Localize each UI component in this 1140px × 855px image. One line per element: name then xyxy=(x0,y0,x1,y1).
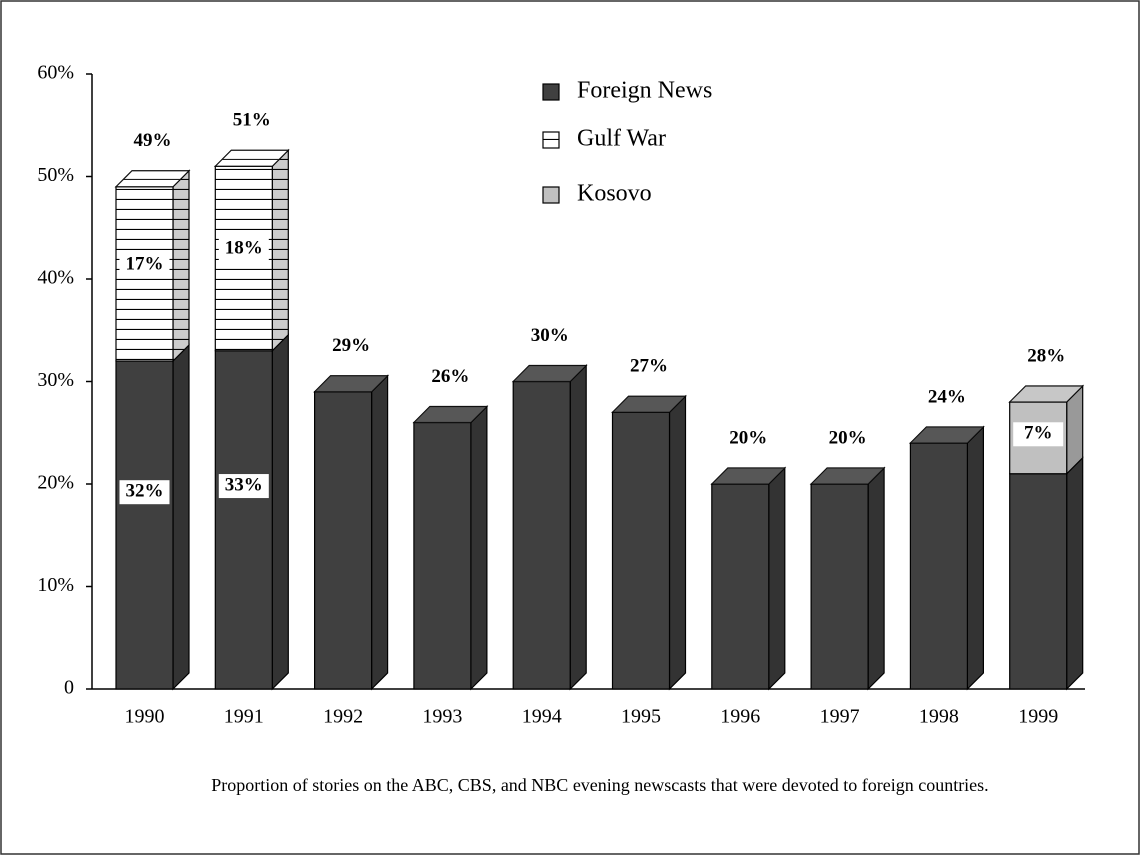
bar-top-shade xyxy=(215,150,289,167)
bar-top xyxy=(611,395,687,413)
bar-side-shade xyxy=(868,468,885,689)
y-tick-label: 60% xyxy=(37,62,74,84)
y-tick-label: 40% xyxy=(37,267,74,289)
bar-top xyxy=(710,467,787,485)
bar xyxy=(909,442,969,690)
legend-label: Kosovo xyxy=(577,181,652,207)
total-label: 20% xyxy=(729,427,767,448)
legend-label: Gulf War xyxy=(577,126,666,152)
bar-top-shade xyxy=(413,406,487,423)
bar-top xyxy=(908,426,985,444)
y-tick-label: 50% xyxy=(37,164,74,186)
total-label: 29% xyxy=(332,335,370,356)
x-tick-label: 1995 xyxy=(621,706,661,728)
label-box xyxy=(119,253,170,278)
data-label: 18% xyxy=(225,238,263,259)
bar-side-shade xyxy=(173,345,189,689)
bar-top xyxy=(114,170,191,188)
y-tick-label: 20% xyxy=(37,472,74,494)
y-tick-label: 0 xyxy=(64,677,74,699)
total-label: 20% xyxy=(829,427,867,448)
bar-side-shade xyxy=(1066,386,1083,474)
label-box xyxy=(1013,422,1064,447)
x-tick-label: 1997 xyxy=(820,706,860,728)
bar xyxy=(810,483,869,690)
bar-top-shade xyxy=(116,170,189,187)
bar-side-shade xyxy=(173,170,189,361)
bar-top-shade xyxy=(910,427,984,443)
x-tick-label: 1990 xyxy=(125,706,165,728)
x-tick-label: 1996 xyxy=(720,706,760,728)
total-label: 30% xyxy=(531,325,569,346)
data-label: 32% xyxy=(126,481,164,502)
bar xyxy=(115,360,174,690)
data-label: 33% xyxy=(225,474,263,495)
bar xyxy=(711,483,770,690)
bar-side-shade xyxy=(967,427,984,689)
bar-side-shade xyxy=(570,365,587,689)
total-label: 24% xyxy=(928,386,966,407)
bar-side-shade xyxy=(470,406,487,689)
bar-top xyxy=(213,149,290,167)
label-box xyxy=(218,474,269,499)
bar-side-shade xyxy=(272,150,289,351)
data-label: 17% xyxy=(126,254,164,275)
bar-side-shade xyxy=(768,468,785,689)
bar-side-shade xyxy=(371,375,388,689)
bar-top xyxy=(412,405,489,424)
legend-swatch xyxy=(542,83,560,101)
legend-label: Foreign News xyxy=(577,78,712,104)
bar xyxy=(413,421,472,690)
caption: Proportion of stories on the ABC, CBS, a… xyxy=(211,775,988,795)
bar-side-shade xyxy=(1066,457,1083,689)
total-label: 27% xyxy=(630,356,668,377)
bar xyxy=(611,411,671,690)
x-tick-label: 1992 xyxy=(323,706,363,728)
bar-top-shade xyxy=(612,396,686,413)
legend-swatch xyxy=(542,131,560,149)
data-label: 7% xyxy=(1024,423,1053,444)
x-tick-label: 1998 xyxy=(919,706,959,728)
x-tick-label: 1994 xyxy=(522,706,562,728)
bar-top xyxy=(1008,385,1085,403)
x-tick-label: 1999 xyxy=(1018,706,1058,728)
bar-top-shade xyxy=(811,468,885,484)
bar xyxy=(314,391,373,690)
bar-side-shade xyxy=(669,396,686,689)
total-label: 51% xyxy=(233,110,271,131)
bar-top xyxy=(809,467,886,485)
bar xyxy=(1009,473,1068,690)
total-label: 28% xyxy=(1027,345,1065,366)
legend-swatch xyxy=(542,186,560,204)
x-tick-label: 1993 xyxy=(422,706,462,728)
bar xyxy=(214,350,273,690)
bar-top-shade xyxy=(314,375,388,392)
total-label: 49% xyxy=(134,130,172,151)
label-box xyxy=(218,237,269,262)
x-tick-label: 1991 xyxy=(224,706,264,728)
label-box xyxy=(119,480,170,505)
bar-top-shade xyxy=(711,468,785,484)
bar-side-shade xyxy=(272,334,289,689)
total-label: 26% xyxy=(431,366,469,387)
bar xyxy=(512,380,571,690)
y-tick-label: 10% xyxy=(37,574,74,596)
y-tick-label: 30% xyxy=(37,369,74,391)
bar-top-shade xyxy=(1009,386,1083,402)
bar-top-shade xyxy=(513,365,587,382)
bar-top xyxy=(511,364,588,383)
bar-top xyxy=(313,375,390,393)
